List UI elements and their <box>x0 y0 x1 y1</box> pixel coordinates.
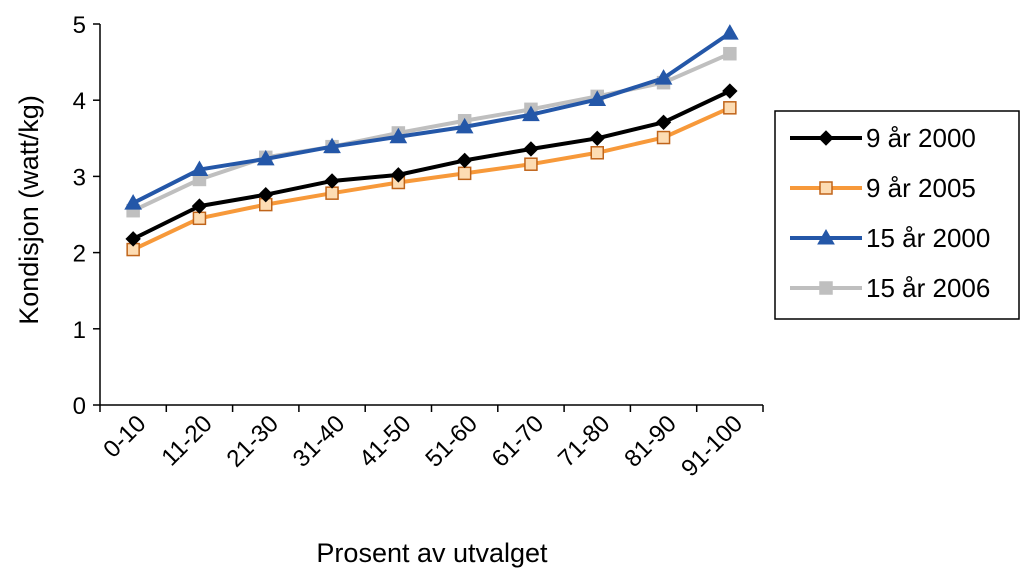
data-point <box>522 105 540 122</box>
data-point <box>323 137 341 154</box>
data-point <box>723 46 737 61</box>
data-point <box>722 83 738 99</box>
y-tick-label: 2 <box>73 241 86 268</box>
legend-swatch-marker <box>819 181 833 195</box>
x-tick-label: 91-100 <box>676 410 748 482</box>
x-tick-label: 61-70 <box>487 410 550 473</box>
data-point <box>455 117 474 134</box>
legend-label: 9 år 2000 <box>866 123 976 153</box>
data-point <box>720 24 739 40</box>
legend-item: 9 år 2005 <box>790 173 976 203</box>
data-point <box>590 146 604 160</box>
legend-label: 9 år 2005 <box>866 173 976 203</box>
y-tick-label: 1 <box>73 317 86 344</box>
data-point <box>325 186 339 200</box>
data-point <box>124 194 143 210</box>
data-point <box>654 69 673 85</box>
data-point <box>390 167 407 183</box>
y-tick-label: 3 <box>73 164 86 191</box>
data-point <box>389 127 408 144</box>
data-point <box>723 101 737 115</box>
x-tick-label: 81-90 <box>619 410 682 473</box>
legend-item: 15 år 2006 <box>790 273 990 303</box>
series-3 <box>124 24 739 210</box>
legend-swatch-marker <box>818 130 834 146</box>
x-tick-label: 31-40 <box>288 410 351 473</box>
series-layer <box>124 24 739 257</box>
legend-item: 9 år 2000 <box>790 123 976 153</box>
y-tick-label: 5 <box>73 12 86 39</box>
data-point <box>656 130 671 145</box>
legend: 9 år 2000 9 år 2005 15 år 2000 15 år 2006 <box>774 110 1020 320</box>
legend-item: 15 år 2000 <box>790 223 990 253</box>
data-point <box>191 198 208 214</box>
x-tick-label: 0-10 <box>98 410 151 463</box>
data-point <box>457 166 472 181</box>
x-tick-label: 71-80 <box>553 410 616 473</box>
series-line <box>132 89 731 241</box>
data-point <box>256 149 275 166</box>
y-axis-title: Kondisjon (watt/kg) <box>14 95 44 325</box>
legend-label: 15 år 2000 <box>866 223 990 253</box>
data-point <box>655 114 672 131</box>
data-point <box>192 211 207 226</box>
legend-box <box>774 110 1020 320</box>
data-point <box>190 160 209 177</box>
data-point <box>125 231 141 247</box>
y-tick-label: 4 <box>73 88 86 115</box>
data-point <box>524 157 538 171</box>
data-point <box>589 130 605 147</box>
x-tick-label: 11-20 <box>156 410 217 471</box>
x-tick-label: 21-30 <box>221 410 284 473</box>
legend-swatch-marker <box>817 228 835 245</box>
series-line <box>132 105 731 252</box>
y-tick-label: 0 <box>73 393 86 420</box>
x-tick-label: 41-50 <box>354 410 417 473</box>
series-1 <box>125 83 738 247</box>
legend-label: 15 år 2006 <box>866 273 990 303</box>
data-point <box>523 141 539 157</box>
series-line <box>132 31 731 205</box>
legend-swatch-marker <box>819 281 833 295</box>
data-point <box>456 152 473 169</box>
data-point <box>258 186 274 203</box>
data-point <box>324 173 340 189</box>
x-tick-label: 51-60 <box>420 410 483 473</box>
data-point <box>588 90 607 106</box>
x-axis-title: Prosent av utvalget <box>316 538 548 568</box>
